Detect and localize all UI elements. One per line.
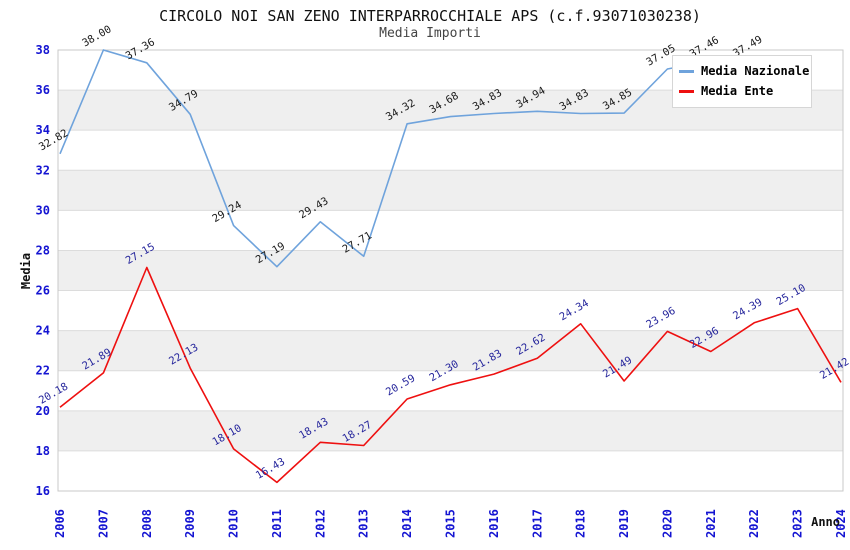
series-line-media-ente (59, 266, 842, 484)
y-axis-tick: 16 (36, 484, 50, 498)
x-axis-tick: 2015 (444, 509, 458, 538)
y-axis-tick: 28 (36, 243, 50, 257)
y-axis-tick: 22 (36, 364, 50, 378)
y-axis-tick: 36 (36, 83, 50, 97)
x-axis-tick: 2019 (617, 509, 631, 538)
y-axis-tick: 20 (36, 404, 50, 418)
chart-legend: Media Nazionale Media Ente (672, 55, 812, 108)
x-axis-tick: 2018 (574, 509, 588, 538)
media-nazionale-line-swatch-icon (679, 69, 694, 73)
legend-item-media-ente: Media Ente (679, 81, 805, 101)
x-axis-tick: 2010 (227, 509, 241, 538)
y-axis-tick: 34 (36, 123, 50, 137)
y-axis-tick: 18 (36, 444, 50, 458)
data-point-label: 38.00 (80, 23, 113, 49)
x-axis-tick: 2022 (747, 509, 761, 538)
y-axis-tick: 26 (36, 284, 50, 298)
x-axis-tick: 2007 (96, 509, 110, 538)
y-axis-tick: 32 (36, 163, 50, 177)
chart-subtitle: Media Importi (379, 26, 481, 41)
legend-label: Media Ente (701, 84, 774, 98)
legend-item-media-nazionale: Media Nazionale (679, 61, 809, 81)
y-axis-title: Media (19, 253, 33, 289)
x-axis-tick: 2011 (270, 509, 284, 538)
x-axis-tick: 2016 (487, 509, 501, 538)
x-axis-tick: 2021 (704, 509, 718, 538)
x-axis-tick: 2023 (791, 509, 805, 538)
x-axis-tick: 2014 (400, 509, 414, 538)
x-axis-tick: 2006 (53, 509, 67, 538)
series-line-media-nazionale (59, 49, 755, 268)
x-axis-tick: 2024 (834, 509, 848, 538)
x-axis-tick: 2012 (313, 509, 327, 538)
x-axis-title: Anno (811, 515, 840, 529)
x-axis-tick: 2020 (660, 509, 674, 538)
y-axis-tick: 30 (36, 203, 50, 217)
media-ente-line-swatch-icon (679, 89, 694, 93)
x-axis-tick: 2008 (140, 509, 154, 538)
chart-title: CIRCOLO NOI SAN ZENO INTERPARROCCHIALE A… (159, 7, 701, 25)
x-axis-tick: 2009 (183, 509, 197, 538)
y-axis-tick: 38 (36, 43, 50, 57)
legend-label: Media Nazionale (701, 64, 810, 78)
x-axis-tick: 2017 (530, 509, 544, 538)
y-axis-tick: 24 (36, 324, 50, 338)
x-axis-tick: 2013 (357, 509, 371, 538)
